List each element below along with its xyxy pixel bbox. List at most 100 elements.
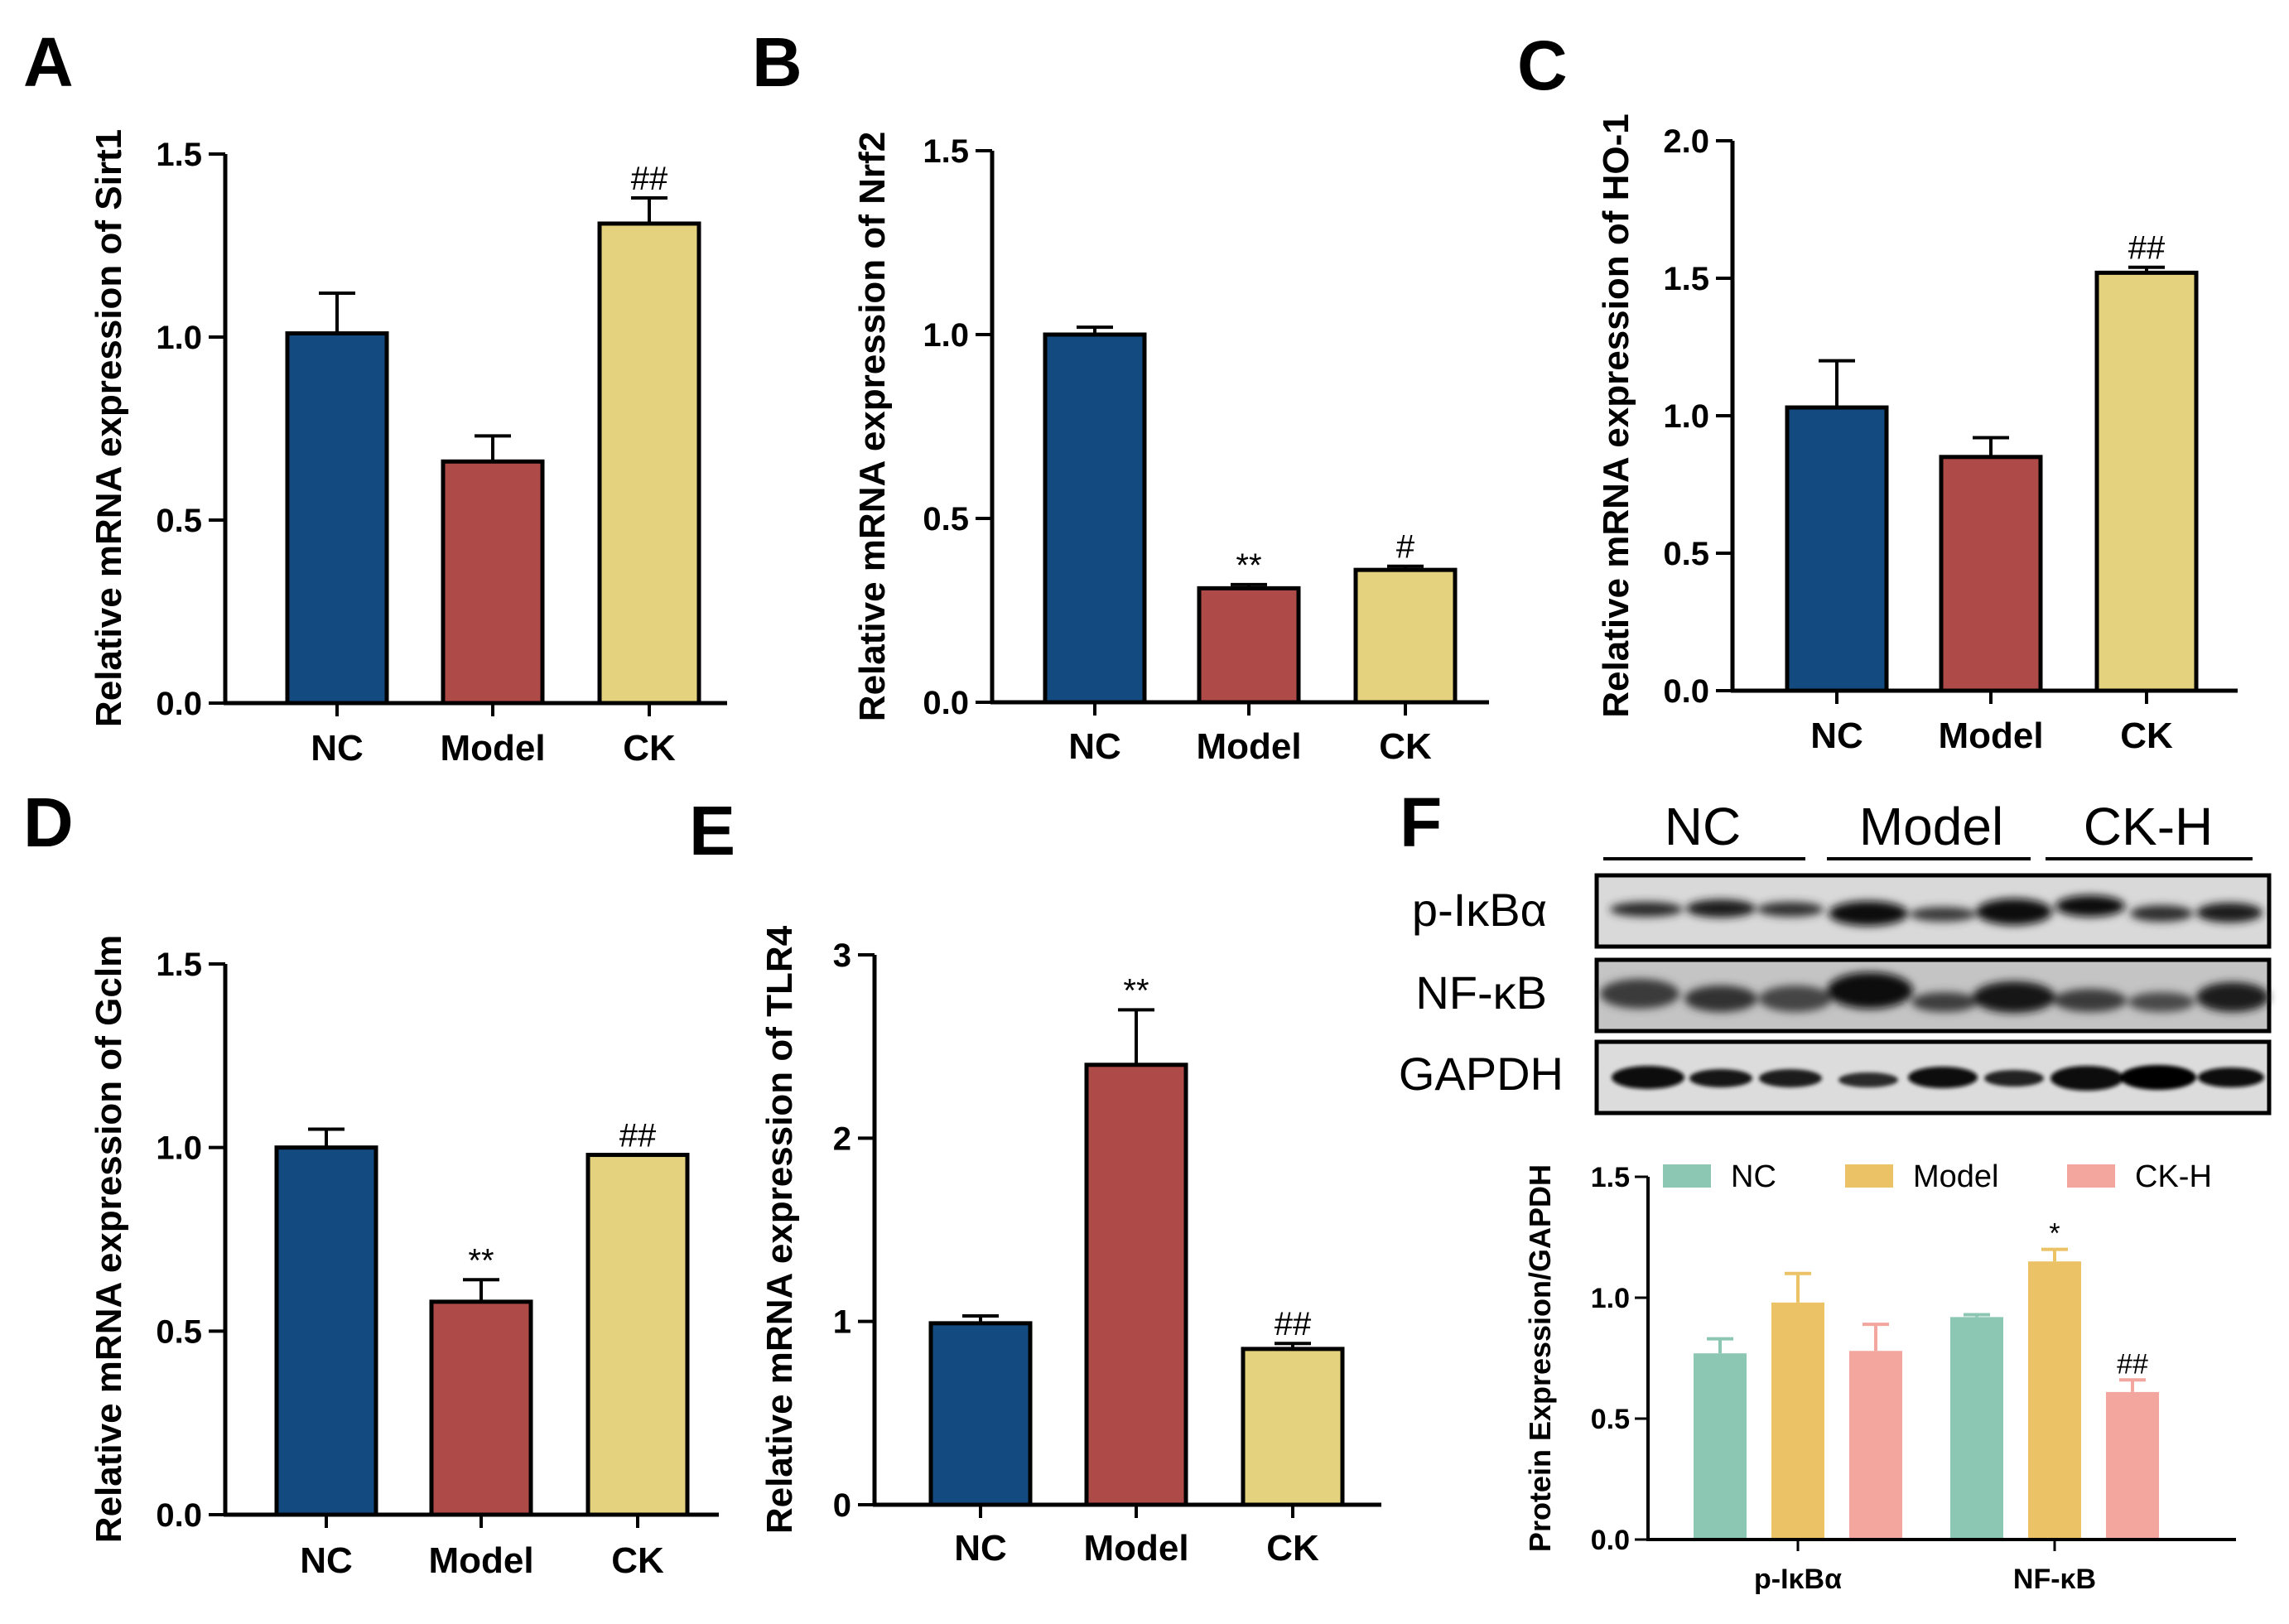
category-label: NC xyxy=(1810,716,1863,756)
y-axis-label: Relative mRNA expression of Gclm xyxy=(89,935,129,1543)
significance-label: ## xyxy=(619,1118,657,1154)
category-label: NC xyxy=(311,728,364,769)
significance-label: ## xyxy=(2128,230,2166,267)
significance-label: # xyxy=(1396,529,1415,566)
bar xyxy=(274,1145,378,1517)
y-tick-label: 0.0 xyxy=(156,1497,202,1534)
wb-label-pikba: p-IκBα xyxy=(1412,884,1547,936)
y-tick-label: 0.0 xyxy=(1663,673,1709,710)
legend-label: Model xyxy=(1913,1159,1999,1194)
y-tick-label: 1.5 xyxy=(156,947,202,983)
wb-group-model: Model xyxy=(1859,797,2003,856)
y-tick-label: 3 xyxy=(833,937,851,974)
chart-tlr4: Relative mRNA expression of TLR4 NC ** Mode… xyxy=(759,925,1381,1569)
category-label: CK xyxy=(1379,726,1432,767)
y-tick-label: 1.0 xyxy=(156,1130,202,1167)
panel-letter-a: A xyxy=(23,23,74,101)
y-tick-label: 1.5 xyxy=(156,137,202,173)
bar xyxy=(1084,1063,1188,1507)
y-tick-label: 0.5 xyxy=(923,501,969,537)
bar xyxy=(1939,455,2043,693)
significance-label: ## xyxy=(1275,1306,1312,1342)
y-axis-label: Relative mRNA expression of Sirt1 xyxy=(89,129,129,727)
significance-label: * xyxy=(2049,1218,2060,1250)
category-label: NC xyxy=(954,1528,1007,1569)
panel-letter-b: B xyxy=(752,23,802,101)
bar xyxy=(285,331,389,706)
blot-bands-nfkb xyxy=(1600,972,2269,1013)
y-tick-label: 0.0 xyxy=(156,686,202,722)
category-label: CK xyxy=(623,728,676,769)
bar xyxy=(1694,1353,1747,1540)
y-tick-label: 0.5 xyxy=(156,503,202,539)
y-tick-label: 1 xyxy=(833,1304,851,1341)
legend-swatch xyxy=(1845,1164,1893,1188)
y-tick-label: 1.0 xyxy=(156,320,202,356)
category-label: Model xyxy=(1196,726,1301,767)
bar xyxy=(1197,586,1301,705)
y-tick-label: 1.0 xyxy=(1591,1283,1630,1314)
category-label: Model xyxy=(440,728,545,769)
wb-group-ckh: CK-H xyxy=(2084,797,2213,856)
western-blot: NC Model CK-H p-IκBα NF-κB GAPDH xyxy=(1399,797,2272,1116)
wb-label-gapdh: GAPDH xyxy=(1399,1048,1564,1100)
wb-label-nfkb: NF-κB xyxy=(1415,966,1547,1019)
y-tick-label: 0.0 xyxy=(923,685,969,721)
chart-sirt1: Relative mRNA expression of Sirt1 NC Model… xyxy=(89,129,727,769)
category-label: CK xyxy=(611,1540,664,1581)
category-label: NF-κB xyxy=(2013,1564,2096,1595)
y-tick-label: 0.0 xyxy=(1591,1525,1630,1556)
bar xyxy=(429,1299,533,1517)
category-label: Model xyxy=(1938,716,2043,756)
y-tick-label: 0.5 xyxy=(156,1313,202,1350)
bar xyxy=(1950,1317,2003,1540)
significance-label: ** xyxy=(468,1242,494,1279)
y-tick-label: 1.5 xyxy=(1663,261,1709,297)
y-tick-label: 0.5 xyxy=(1591,1404,1630,1435)
bar xyxy=(597,221,701,706)
bar xyxy=(928,1321,1033,1507)
chart-ho1: Relative mRNA expression of HO-1 NC Model #… xyxy=(1596,113,2238,756)
y-tick-label: 1.0 xyxy=(923,317,969,354)
panel-letter-e: E xyxy=(689,792,735,870)
chart-protein-expression: NC Model CK-H Protein Expression/GAPDH p-IκB… xyxy=(1523,1159,2236,1595)
category-label: NC xyxy=(1068,726,1121,767)
bar xyxy=(2028,1261,2081,1540)
bar xyxy=(2106,1391,2159,1540)
legend-label: CK-H xyxy=(2135,1159,2212,1194)
significance-label: ## xyxy=(631,161,668,197)
y-tick-label: 2 xyxy=(833,1120,851,1157)
category-label: Model xyxy=(1083,1528,1188,1569)
blot-bands-gapdh xyxy=(1612,1065,2264,1091)
significance-label: ** xyxy=(1123,972,1149,1009)
bar xyxy=(441,459,545,706)
panel-letter-f: F xyxy=(1400,783,1442,861)
category-label: CK xyxy=(1266,1528,1319,1569)
blot-bands-pikba xyxy=(1610,895,2262,926)
category-label: Model xyxy=(428,1540,533,1581)
y-tick-label: 1.5 xyxy=(1591,1162,1630,1193)
wb-group-nc: NC xyxy=(1665,797,1741,856)
y-axis-label: Relative mRNA expression of Nrf2 xyxy=(852,132,893,721)
bar xyxy=(1353,567,1458,705)
legend-swatch xyxy=(1663,1164,1711,1188)
y-tick-label: 0.5 xyxy=(1663,536,1709,572)
significance-label: ## xyxy=(2117,1348,2148,1380)
bar xyxy=(1043,332,1147,705)
category-label: CK xyxy=(2120,716,2173,756)
chart-gclm: Relative mRNA expression of Gclm NC ** Mode… xyxy=(89,935,719,1581)
y-tick-label: 1.5 xyxy=(923,133,969,170)
bar xyxy=(586,1153,690,1517)
y-axis-label: Relative mRNA expression of HO-1 xyxy=(1596,113,1636,717)
significance-label: ** xyxy=(1236,547,1261,584)
y-tick-label: 0 xyxy=(833,1487,851,1524)
bar xyxy=(2094,270,2199,693)
bar xyxy=(1849,1351,1902,1540)
chart-nrf2: Relative mRNA expression of Nrf2 NC ** Mode… xyxy=(852,132,1489,767)
y-axis-label: Protein Expression/GAPDH xyxy=(1523,1164,1557,1552)
panel-letter-d: D xyxy=(23,783,74,861)
bar xyxy=(1785,405,1889,693)
category-label: NC xyxy=(300,1540,353,1581)
y-tick-label: 1.0 xyxy=(1663,398,1709,435)
